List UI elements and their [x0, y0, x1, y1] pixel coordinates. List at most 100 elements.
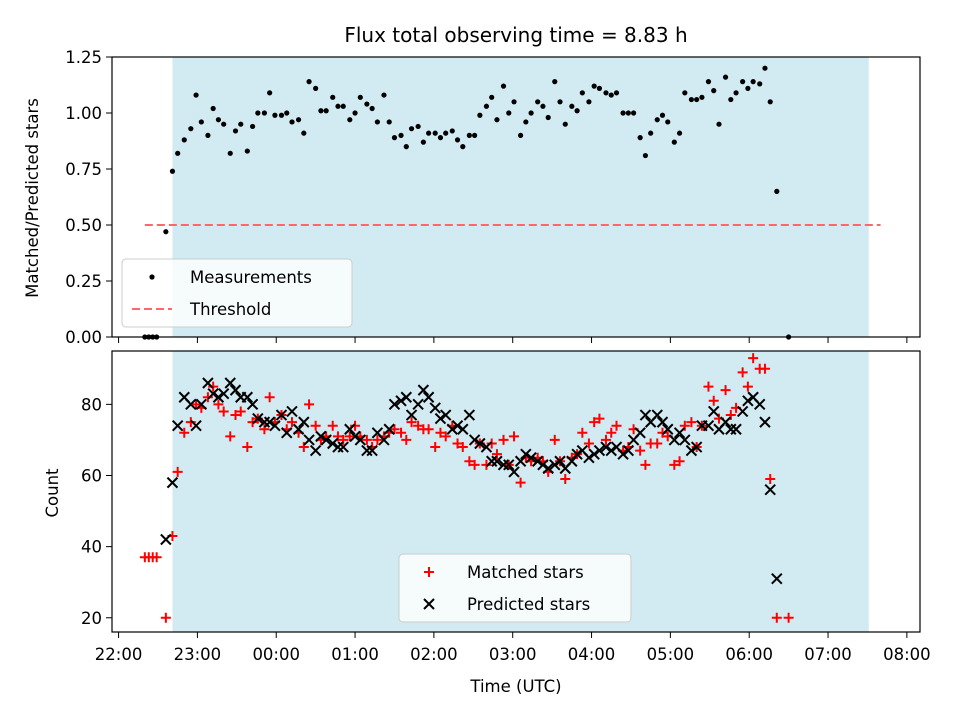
data-point	[699, 94, 705, 100]
data-point	[403, 144, 409, 150]
x-tick-label: 00:00	[252, 645, 300, 664]
data-point	[389, 424, 400, 435]
data-point	[396, 427, 407, 438]
data-point	[335, 103, 341, 109]
data-point	[679, 420, 690, 431]
x-tick-label: 02:00	[410, 645, 458, 664]
data-point	[460, 144, 466, 150]
data-point	[617, 448, 629, 460]
data-point	[423, 424, 434, 435]
series-0	[142, 65, 792, 340]
data-point	[263, 416, 276, 428]
x-tick-label: 06:00	[725, 645, 773, 664]
data-point	[434, 412, 447, 425]
bottom-panel: 20 40 60 80 22:00 23:00 00:00 01:00 02:00 03:00 04…	[81, 350, 931, 664]
y-tick-label: 0.75	[65, 160, 102, 179]
data-point	[671, 139, 677, 145]
data-point	[740, 79, 746, 85]
data-point	[354, 434, 367, 446]
data-point	[489, 94, 495, 100]
data-point	[422, 391, 435, 403]
y-tick-label: 20	[81, 609, 102, 628]
data-point	[244, 148, 250, 154]
x-tick-label: 22:00	[95, 645, 143, 664]
data-point	[520, 448, 532, 460]
y-tick-label: 60	[81, 466, 102, 485]
data-point	[535, 99, 541, 105]
data-point	[350, 420, 361, 431]
data-point	[432, 130, 438, 136]
data-point	[261, 110, 268, 116]
data-point	[435, 427, 446, 438]
y-tick-label: 0.25	[65, 272, 102, 291]
data-point	[642, 152, 649, 159]
data-point	[357, 94, 363, 100]
data-point	[722, 74, 729, 80]
data-point	[457, 423, 469, 435]
data-point	[344, 431, 355, 442]
data-point	[774, 188, 780, 194]
data-point	[750, 79, 756, 85]
data-point	[195, 398, 208, 411]
data-point	[639, 409, 652, 421]
data-point	[571, 448, 583, 460]
data-point	[318, 108, 324, 114]
data-point	[286, 417, 297, 428]
data-point	[193, 92, 199, 98]
data-point	[229, 384, 242, 396]
data-point	[635, 445, 646, 456]
data-point	[405, 409, 418, 421]
data-point	[509, 431, 520, 442]
axes-frame	[111, 350, 921, 633]
data-point	[463, 409, 476, 421]
data-point	[207, 387, 219, 400]
data-point	[515, 477, 526, 488]
legend-label: Predicted stars	[467, 595, 590, 614]
data-point	[315, 430, 327, 443]
data-point	[549, 459, 561, 471]
data-point	[620, 110, 626, 116]
data-point	[481, 459, 492, 470]
data-point	[703, 381, 714, 392]
data-point	[711, 88, 717, 94]
data-point	[247, 417, 258, 428]
data-point	[440, 409, 452, 421]
data-point	[241, 391, 254, 403]
data-point	[764, 484, 776, 496]
data-point	[313, 85, 319, 91]
bottom-y-axis-label: Count	[43, 468, 62, 518]
data-point	[298, 416, 310, 428]
data-point	[217, 387, 230, 400]
data-point	[579, 90, 585, 96]
x-tick-label: 23:00	[174, 645, 222, 664]
data-point	[172, 466, 183, 477]
data-point	[190, 419, 202, 432]
data-point	[309, 444, 322, 457]
y-tick-label: 1.25	[65, 48, 102, 67]
x-tick-label: 03:00	[489, 645, 537, 664]
data-point	[525, 452, 537, 464]
data-point	[278, 112, 285, 118]
data-point	[230, 410, 241, 421]
data-point	[208, 381, 219, 392]
data-point	[340, 103, 346, 109]
data-point	[754, 398, 766, 411]
data-point	[759, 416, 771, 428]
data-point	[767, 99, 773, 105]
data-point	[306, 79, 312, 85]
data-point	[160, 612, 171, 623]
data-point	[517, 132, 524, 138]
data-point	[175, 150, 181, 156]
data-point	[361, 434, 372, 445]
data-point	[608, 92, 614, 98]
data-point	[673, 427, 686, 439]
data-point	[537, 459, 549, 471]
data-point	[483, 103, 490, 109]
data-point	[301, 130, 307, 136]
data-point	[725, 410, 736, 421]
data-point	[181, 137, 187, 143]
data-point	[381, 92, 387, 98]
data-point	[185, 417, 196, 428]
data-point	[656, 416, 669, 428]
data-point	[545, 114, 551, 121]
